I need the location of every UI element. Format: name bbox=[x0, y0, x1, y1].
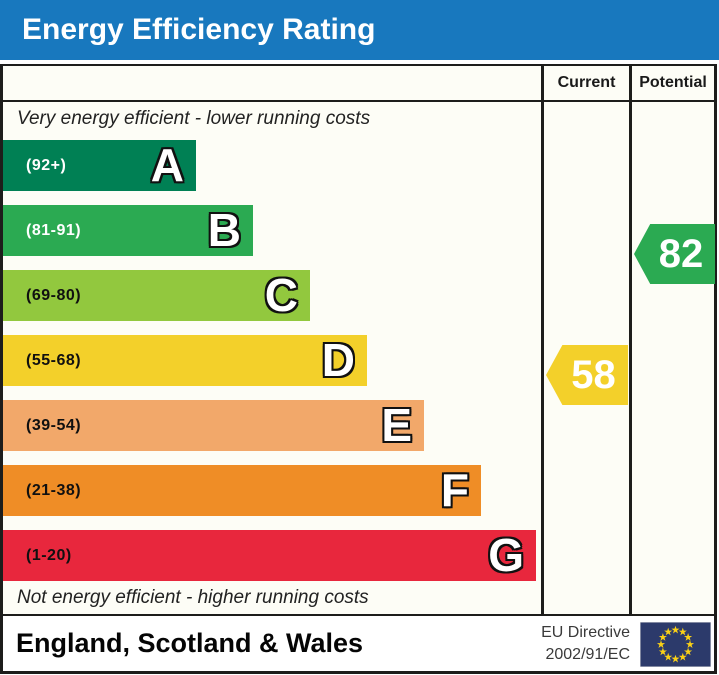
caption-very-efficient: Very energy efficient - lower running co… bbox=[17, 108, 371, 129]
eu-directive-label: EU Directive 2002/91/EC bbox=[470, 622, 630, 666]
current-rating-value: 58 bbox=[571, 352, 616, 397]
band-row-e: (39-54) E bbox=[3, 400, 424, 451]
eu-flag-icon bbox=[640, 622, 711, 667]
header-row-divider bbox=[0, 100, 717, 102]
band-row-d: (55-68) D bbox=[3, 335, 367, 386]
band-row-a: (92+) A bbox=[3, 140, 196, 191]
potential-column-divider bbox=[629, 64, 632, 616]
current-column-divider bbox=[541, 64, 544, 616]
band-range-label: (69-80) bbox=[26, 287, 82, 304]
current-rating-indicator: 58 bbox=[546, 345, 628, 405]
chart-title: Energy Efficiency Rating bbox=[22, 13, 376, 46]
band-letter: B bbox=[207, 204, 241, 256]
band-letter: D bbox=[321, 334, 355, 386]
band-row-b: (81-91) B bbox=[3, 205, 253, 256]
potential-rating-value: 82 bbox=[658, 231, 704, 276]
footer-row-divider bbox=[0, 614, 717, 616]
band-range-label: (92+) bbox=[26, 157, 67, 174]
potential-rating-indicator: 82 bbox=[634, 224, 715, 284]
band-letter: C bbox=[264, 269, 298, 321]
band-range-label: (81-91) bbox=[26, 222, 82, 239]
chart-title-bar: Energy Efficiency Rating bbox=[0, 0, 719, 60]
band-range-label: (21-38) bbox=[26, 482, 82, 499]
band-range-label: (1-20) bbox=[26, 547, 72, 564]
band-range-label: (55-68) bbox=[26, 352, 82, 369]
eu-directive-line2: 2002/91/EC bbox=[545, 646, 630, 663]
column-header-potential: Potential bbox=[639, 74, 707, 91]
table-border-left bbox=[0, 64, 3, 674]
band-letter: F bbox=[440, 464, 469, 516]
table-border-bottom bbox=[0, 671, 717, 674]
band-row-g: (1-20) G bbox=[3, 530, 536, 581]
band-letter: G bbox=[488, 529, 524, 581]
eu-directive-line1: EU Directive bbox=[541, 624, 630, 641]
column-header-current: Current bbox=[557, 74, 616, 91]
table-border-right bbox=[714, 64, 717, 674]
band-row-f: (21-38) F bbox=[3, 465, 481, 516]
band-row-c: (69-80) C bbox=[3, 270, 310, 321]
table-border-top bbox=[0, 64, 717, 66]
band-letter: E bbox=[381, 399, 412, 451]
footer-region-label: England, Scotland & Wales bbox=[16, 628, 364, 658]
band-letter: A bbox=[150, 139, 184, 191]
band-range-label: (39-54) bbox=[26, 417, 82, 434]
caption-not-efficient: Not energy efficient - higher running co… bbox=[17, 587, 369, 608]
